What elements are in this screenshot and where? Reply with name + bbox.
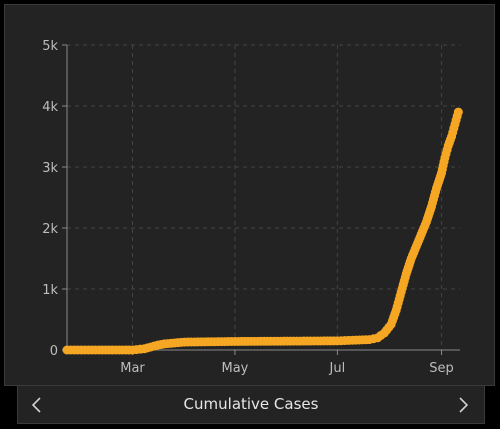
- grid: [67, 44, 460, 350]
- chevron-left-icon[interactable]: [28, 396, 46, 414]
- x-tick-label: Sep: [429, 361, 454, 376]
- x-tick-label: Jul: [329, 361, 346, 376]
- chevron-right-icon[interactable]: [454, 396, 472, 414]
- x-tick-label: Mar: [120, 361, 145, 376]
- x-tick-label: May: [222, 361, 249, 376]
- cumulative-cases-chart: 0 1k 2k 3k 4k 5k Mar May Jul Sep: [42, 39, 463, 376]
- y-tick-label: 2k: [42, 222, 58, 237]
- y-tick-label: 5k: [42, 39, 58, 54]
- chart-panel: [4, 4, 495, 386]
- chart-footer: Cumulative Cases: [17, 386, 485, 424]
- y-tick-label: 0: [50, 344, 58, 359]
- y-tick-label: 1k: [42, 283, 58, 298]
- data-point: [453, 107, 463, 117]
- y-tick-label: 4k: [42, 100, 58, 115]
- y-tick-label: 3k: [42, 161, 58, 176]
- series-points: [62, 107, 463, 355]
- axes: 0 1k 2k 3k 4k 5k Mar May Jul Sep: [42, 39, 460, 376]
- chart-title-label: Cumulative Cases: [183, 395, 319, 413]
